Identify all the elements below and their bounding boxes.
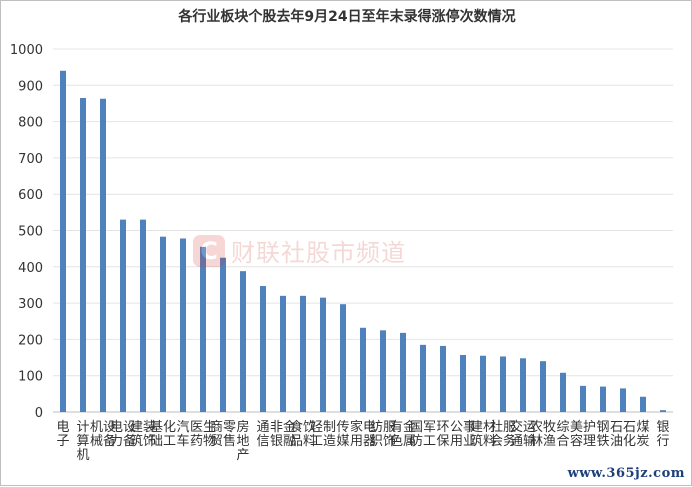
y-tick-label: 900 [18,79,43,94]
bar [240,271,246,412]
bar [380,330,386,412]
site-mark: www.365jz.com [567,466,685,481]
y-axis-tick-labels: 0 100 200 300 400 500 600 700 800 900 1000 [10,43,43,421]
x-axis-category-labels: 电子计算机机械设备电力设备建筑装饰基础化工汽车医药生物商贸零售房地产通信非银金融… [56,419,669,463]
y-tick-label: 200 [18,333,43,348]
bar [620,388,626,412]
bar [580,385,586,412]
x-tick-label: 环保 [436,420,449,449]
x-tick-label: 国防军工 [410,420,436,449]
bar [300,295,306,412]
x-tick-label: 医药生物 [190,420,216,449]
bar [100,98,106,412]
x-tick-label: 建筑材料 [470,420,496,449]
y-tick-label: 600 [18,188,43,203]
x-tick-label: 食品饮料 [290,419,316,449]
x-tick-label: 房地产 [236,419,249,463]
bar [320,297,326,412]
x-tick-label: 钢铁 [596,420,609,449]
x-tick-label: 综合 [556,420,569,449]
bar [400,332,406,412]
x-tick-label: 传媒 [336,420,349,449]
bar [520,358,526,412]
x-tick-label: 交通运输 [510,419,536,449]
x-tick-label: 电力设备 [110,420,136,449]
bar [600,386,606,412]
y-tick-label: 500 [18,225,43,240]
x-tick-label: 商贸零售 [210,420,236,449]
y-tick-label: 800 [18,116,43,131]
bar [60,70,66,412]
x-tick-label: 建筑装饰 [130,420,156,449]
x-tick-label: 公用事业 [450,420,476,449]
bar [280,295,286,412]
x-tick-label: 轻工制造 [310,420,336,449]
x-tick-label: 煤炭 [636,420,649,449]
x-tick-label: 通信 [256,420,269,449]
x-tick-label: 电子 [56,420,69,449]
bar [540,361,546,412]
bar [180,238,186,412]
x-tick-label: 美容护理 [570,420,596,449]
bar [420,344,426,412]
bar [500,356,506,412]
bar [260,286,266,412]
x-tick-label: 银行 [656,420,669,449]
y-tick-label: 1000 [10,43,43,58]
bar [440,345,446,412]
x-tick-label: 基础化工 [150,420,176,449]
watermark-logo-icon: C [193,234,225,267]
bar [120,219,126,412]
x-tick-label: 机械设备 [90,420,116,449]
y-tick-label: 300 [18,297,43,312]
bar [360,327,366,412]
bar [200,246,206,412]
bars [60,70,666,412]
bar [220,257,226,412]
x-tick-label: 汽车 [176,420,189,449]
x-tick-label: 家用电器 [350,419,376,449]
bar [460,355,466,412]
bar [480,355,486,412]
bar [160,236,166,412]
bar [340,304,346,412]
y-tick-label: 400 [18,261,43,276]
bar [560,372,566,412]
watermark-text: 财联社股市频道 [231,239,406,267]
y-tick-label: 0 [35,406,43,421]
chart-title: 各行业板块个股去年9月24日至年末录得涨停次数情况 [177,8,515,25]
x-tick-label: 计算机 [76,420,89,463]
x-tick-label: 社会服务 [490,419,516,449]
watermark: C 财联社股市频道 [193,233,406,268]
x-tick-label: 纺织服饰 [370,420,396,449]
bar [80,98,86,412]
bar [640,396,646,412]
x-tick-label: 非银金融 [270,419,296,449]
y-tick-label: 100 [18,370,43,385]
x-tick-label: 石油石化 [610,420,636,449]
y-tick-label: 700 [18,152,43,167]
bar [140,219,146,412]
x-tick-label: 农林牧渔 [530,420,556,449]
bar [660,410,666,412]
x-tick-label: 有色金属 [390,419,416,449]
